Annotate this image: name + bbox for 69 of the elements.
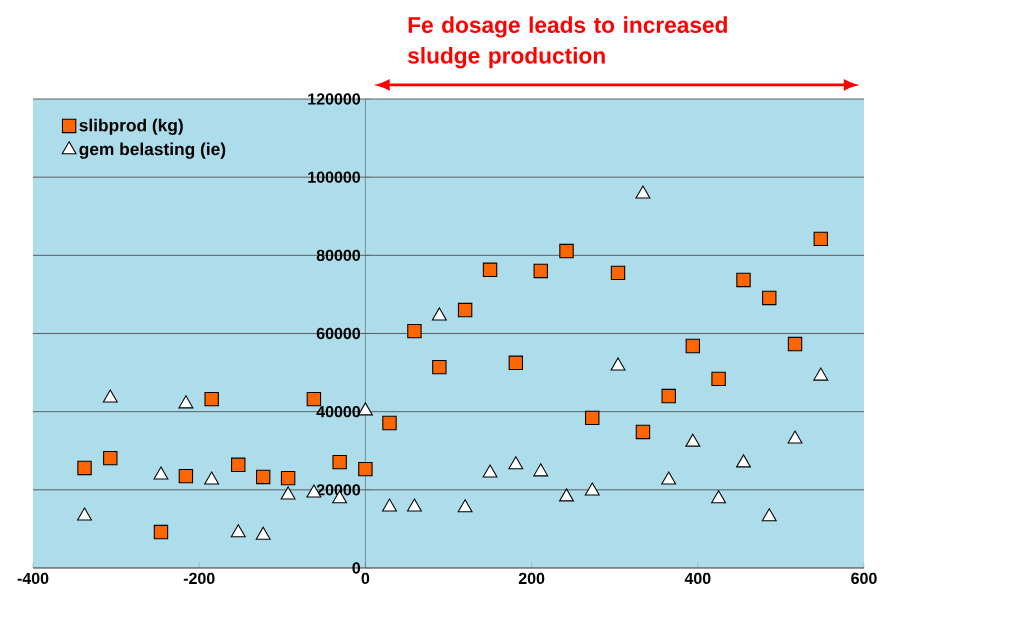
point (533, 463, 549, 477)
point (306, 391, 322, 407)
x-tick-label: 0 (361, 572, 370, 585)
point (635, 424, 651, 440)
point (178, 468, 194, 484)
y-tick-label: 80000 (316, 249, 361, 261)
point (255, 526, 271, 540)
point (102, 389, 118, 403)
point (610, 357, 626, 371)
point (204, 391, 219, 407)
point (153, 466, 169, 480)
point (153, 524, 169, 540)
point (280, 470, 296, 486)
point (382, 498, 397, 512)
point (482, 464, 498, 478)
point (661, 471, 677, 485)
legend-label: gem belasting (ie) (79, 142, 226, 159)
point (332, 454, 347, 470)
point (358, 461, 373, 477)
point (762, 290, 777, 306)
point (559, 488, 574, 502)
point (610, 265, 626, 281)
point (661, 388, 676, 404)
point (736, 272, 751, 288)
point (178, 395, 194, 409)
point (685, 338, 701, 354)
point (230, 524, 246, 538)
point (280, 486, 296, 500)
x-tick-label: 400 (684, 572, 711, 585)
point (787, 430, 803, 444)
point (508, 355, 524, 371)
point (457, 499, 473, 513)
point (432, 359, 447, 375)
x-tick-label: 600 (851, 572, 877, 585)
point (787, 336, 803, 352)
point (761, 508, 777, 522)
point (77, 507, 92, 521)
y-tick-label: 20000 (316, 484, 361, 496)
point (585, 410, 600, 426)
point (77, 460, 92, 476)
point (204, 471, 220, 485)
point (406, 498, 422, 512)
y-tick-label: 0 (352, 562, 361, 574)
point (103, 450, 118, 466)
point (813, 367, 829, 381)
point (231, 457, 246, 473)
point (382, 415, 397, 431)
point (559, 243, 574, 259)
point (457, 302, 473, 318)
y-tick-label: 40000 (316, 406, 361, 418)
point (407, 323, 422, 339)
point (431, 307, 447, 321)
x-tick-label: -400 (17, 572, 49, 585)
point (685, 433, 701, 447)
point (255, 469, 271, 485)
point (736, 454, 751, 468)
point (584, 482, 600, 496)
legend-label: slibprod (kg) (79, 118, 183, 135)
point (711, 490, 727, 504)
x-tick-label: -200 (183, 572, 215, 585)
text: Fe dosage leads to increased sludge production (408, 16, 727, 69)
point (813, 231, 828, 247)
point (533, 263, 548, 279)
point (508, 456, 524, 470)
point (482, 262, 498, 277)
y-tick-label: 120000 (308, 93, 361, 105)
x-tick-label: 200 (518, 572, 545, 585)
y-tick-label: 100000 (308, 171, 361, 183)
point (711, 371, 726, 387)
